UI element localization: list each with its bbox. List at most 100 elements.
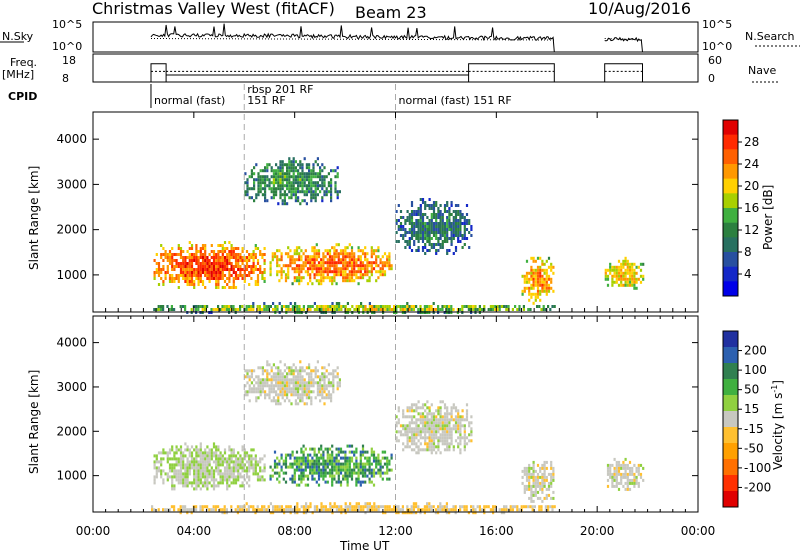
velocity-cell xyxy=(406,439,409,443)
power-cell xyxy=(300,255,303,259)
power-cell xyxy=(532,292,535,296)
velocity-cell xyxy=(413,442,416,446)
velocity-cell xyxy=(245,508,248,512)
velocity-cell xyxy=(419,412,422,416)
power-cell xyxy=(182,250,185,253)
velocity-cell xyxy=(408,439,411,443)
power-cell xyxy=(454,246,458,249)
velocity-cell xyxy=(384,511,387,515)
power-cell xyxy=(448,207,451,210)
velocity-cell xyxy=(234,475,238,479)
velocity-cell xyxy=(551,508,554,512)
velocity-cell xyxy=(208,469,211,473)
power-cell xyxy=(190,283,194,286)
power-cell xyxy=(375,270,378,274)
power-cell xyxy=(248,283,251,286)
velocity-cell xyxy=(153,475,156,479)
power-cell xyxy=(237,277,240,280)
power-cell xyxy=(215,286,218,289)
power-cell xyxy=(295,258,299,262)
power-cell xyxy=(421,225,425,228)
power-cell xyxy=(259,250,262,253)
power-cell xyxy=(390,308,393,311)
velocity-cell xyxy=(417,445,420,449)
velocity-colorbar-tick-label: -50 xyxy=(744,441,764,455)
velocity-cell xyxy=(301,399,304,403)
power-cell xyxy=(617,274,621,278)
velocity-cell xyxy=(291,465,294,469)
power-cell xyxy=(342,273,345,277)
velocity-cell xyxy=(283,508,286,512)
velocity-cell xyxy=(404,511,407,515)
power-cell xyxy=(210,274,213,277)
velocity-cell xyxy=(313,471,316,475)
power-cell xyxy=(366,258,369,262)
velocity-cell xyxy=(280,505,283,509)
velocity-cell xyxy=(173,508,176,512)
velocity-cell xyxy=(441,424,444,428)
power-cell xyxy=(428,207,431,210)
power-cell xyxy=(454,213,458,216)
power-cell xyxy=(290,181,293,185)
velocity-cell xyxy=(241,505,244,509)
power-cell xyxy=(441,231,444,234)
power-cell xyxy=(221,259,224,262)
power-cell xyxy=(311,305,314,308)
power-cell xyxy=(344,276,347,280)
velocity-cell xyxy=(258,508,261,512)
velocity-cell xyxy=(212,445,216,449)
velocity-cell xyxy=(552,478,555,482)
power-cell xyxy=(377,246,380,250)
velocity-cell xyxy=(201,472,205,476)
power-cell xyxy=(283,175,286,179)
velocity-cell xyxy=(413,433,416,437)
power-cell xyxy=(217,259,220,262)
velocity-cell xyxy=(173,472,176,476)
velocity-cell xyxy=(290,378,293,382)
velocity-cell xyxy=(446,436,449,440)
velocity-cell xyxy=(168,451,172,455)
power-cell xyxy=(257,193,260,197)
velocity-cell xyxy=(613,475,616,479)
velocity-cell xyxy=(395,424,398,428)
velocity-cell xyxy=(327,363,330,367)
velocity-cell xyxy=(300,456,303,460)
power-cell xyxy=(315,270,318,274)
velocity-cell xyxy=(349,508,352,512)
velocity-cell xyxy=(311,447,314,451)
velocity-cell xyxy=(177,508,180,512)
freq-tick-top: 18 xyxy=(62,54,76,67)
velocity-cell xyxy=(413,439,416,443)
power-cell xyxy=(230,262,233,265)
power-cell xyxy=(498,305,501,308)
velocity-cell xyxy=(615,478,618,482)
velocity-cell xyxy=(197,478,200,482)
power-cell xyxy=(355,264,358,268)
velocity-cell xyxy=(342,456,345,460)
power-cell xyxy=(421,237,425,240)
velocity-cell xyxy=(241,481,244,485)
power-cell xyxy=(439,308,442,311)
x-tick-label: 20:00 xyxy=(580,524,615,538)
power-cell xyxy=(314,193,317,197)
velocity-cell xyxy=(331,471,334,475)
velocity-cell xyxy=(408,436,411,440)
power-cell xyxy=(311,267,314,271)
power-cell xyxy=(428,219,431,222)
velocity-cell xyxy=(386,508,389,512)
velocity-cell xyxy=(330,396,333,400)
power-cell xyxy=(323,184,326,188)
velocity-cell xyxy=(204,469,207,473)
velocity-cell xyxy=(545,466,548,470)
power-cell xyxy=(350,279,354,283)
power-cell xyxy=(461,222,464,225)
velocity-cell xyxy=(232,454,235,458)
power-cell xyxy=(182,256,185,259)
power-cell xyxy=(314,175,317,179)
velocity-cell xyxy=(250,375,253,379)
velocity-cell xyxy=(237,475,240,479)
power-cell xyxy=(293,252,296,256)
power-cell xyxy=(269,261,272,265)
power-cell xyxy=(188,280,191,283)
